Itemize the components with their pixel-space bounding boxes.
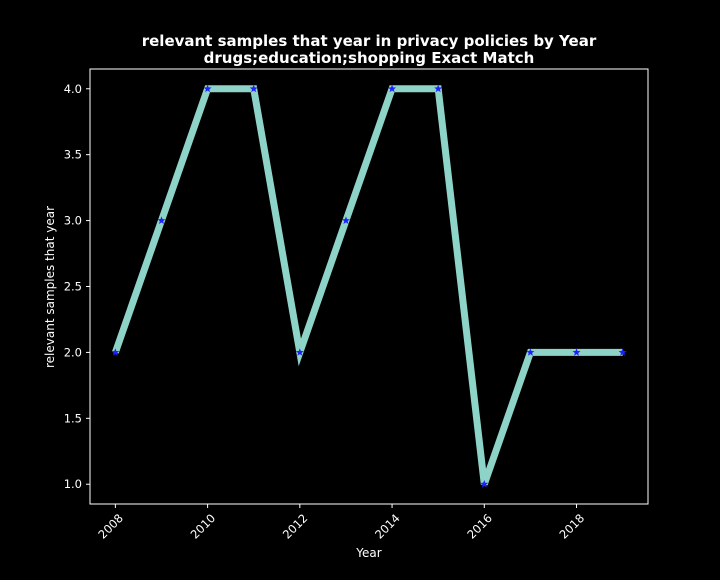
data-point-marker — [203, 84, 212, 93]
series-line — [112, 85, 623, 486]
x-tick-label: 2016 — [464, 511, 495, 542]
y-tick-label: 4.0 — [64, 82, 82, 96]
y-axis-label: relevant samples that year — [43, 206, 57, 368]
data-point-marker — [388, 84, 397, 93]
x-axis-label: Year — [355, 546, 381, 560]
data-point-marker — [341, 216, 350, 224]
axes-frame — [89, 68, 649, 505]
data-point-marker — [572, 348, 581, 356]
y-tick-label: 1.5 — [64, 411, 82, 425]
chart-title-line1: relevant samples that year in privacy po… — [142, 32, 597, 50]
data-point-marker — [480, 480, 489, 488]
data-point-marker — [618, 348, 627, 356]
data-point-marker — [295, 348, 304, 356]
data-point-marker — [111, 348, 120, 356]
chart-title-line2: drugs;education;shopping Exact Match — [204, 49, 535, 67]
x-tick-label: 2008 — [95, 511, 126, 542]
y-tick-label: 2.0 — [64, 345, 82, 359]
x-tick-label: 2014 — [372, 511, 403, 542]
y-tick-label: 3.0 — [64, 214, 82, 228]
data-point-marker — [526, 348, 535, 356]
x-tick-label: 2010 — [188, 511, 219, 542]
data-point-marker — [157, 216, 166, 224]
x-tick-label: 2012 — [280, 511, 311, 542]
x-tick-label: 2018 — [557, 511, 588, 542]
data-point-marker — [249, 84, 258, 93]
data-point-marker — [434, 84, 443, 93]
y-tick-label: 1.0 — [64, 477, 82, 491]
y-tick-label: 3.5 — [64, 148, 82, 162]
y-tick-label: 2.5 — [64, 280, 82, 294]
plot-area: 1.0 1.5 2.0 2.5 3.0 3.5 4.0 2008 2010 2012 2014 201… — [64, 68, 649, 542]
